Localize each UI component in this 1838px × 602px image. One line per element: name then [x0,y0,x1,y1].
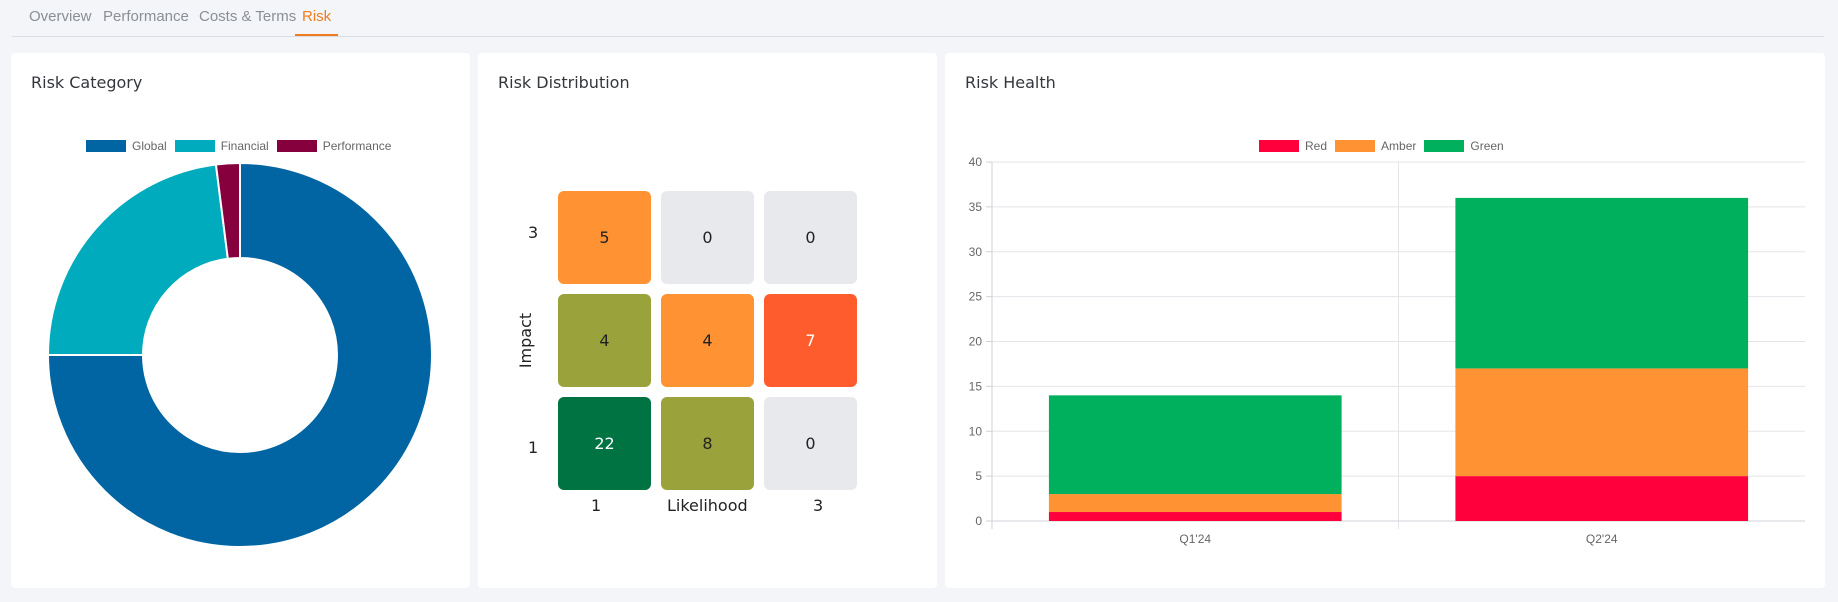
risk-matrix-cell[interactable]: 8 [661,397,754,490]
donut-slice-performance[interactable] [214,161,241,260]
legend-label: Red [1305,139,1328,153]
risk-matrix-cell[interactable]: 4 [661,294,754,387]
bar-green[interactable] [1048,395,1342,495]
tab-costs-terms[interactable]: Costs & Terms [199,8,297,25]
legend-item-financial[interactable]: Financial [174,139,269,153]
legend-swatch [174,140,215,152]
risk-matrix-cell[interactable]: 0 [764,191,857,284]
legend-item-green[interactable]: Green [1424,139,1504,153]
risk-distribution-card: Risk Distribution 3 Impact 1 1 Likelihoo… [478,53,937,588]
risk-matrix-cell[interactable]: 0 [661,191,754,284]
bar-amber[interactable] [1048,494,1342,513]
tab-risk[interactable]: Risk [295,0,339,36]
y-tick-label: 40 [969,155,983,169]
tab-bar: Overview Performance Costs & Terms Risk [12,0,1824,37]
risk-health-legend: Red Amber Green [1259,139,1512,153]
bar-green[interactable] [1455,197,1749,369]
risk-matrix-cell[interactable]: 4 [558,294,651,387]
bar-red[interactable] [1455,476,1749,521]
bar-red[interactable] [1048,512,1342,521]
risk-category-card: Risk Category Global Financial Performan… [11,53,470,588]
risk-category-donut-chart [46,161,433,548]
donut-slice-financial[interactable] [46,163,229,356]
tab-overview[interactable]: Overview [29,8,92,25]
legend-label: Amber [1381,139,1417,153]
legend-swatch [86,140,126,152]
legend-label: Global [132,139,167,153]
risk-distribution-title: Risk Distribution [498,73,630,92]
legend-item-red[interactable]: Red [1259,139,1327,153]
legend-item-amber[interactable]: Amber [1335,139,1416,153]
y-tick-label: 5 [975,469,982,483]
risk-matrix-cell[interactable]: 0 [764,397,857,490]
y-tick-label: 25 [969,290,983,304]
legend-item-global[interactable]: Global [86,139,167,153]
likelihood-tick-3: 3 [813,496,824,515]
impact-tick-1: 1 [528,438,539,457]
risk-category-legend: Global Financial Performance [86,139,399,153]
y-tick-label: 10 [969,424,983,438]
risk-health-title: Risk Health [965,73,1056,92]
likelihood-tick-1: 1 [591,496,602,515]
likelihood-axis-label: Likelihood [667,496,748,515]
y-tick-label: 35 [969,200,983,214]
legend-swatch [1335,140,1376,152]
legend-label: Performance [322,139,392,153]
legend-swatch [276,140,317,152]
impact-tick-3: 3 [528,223,539,242]
bar-amber[interactable] [1455,368,1749,477]
risk-matrix-cell[interactable]: 5 [558,191,651,284]
y-tick-label: 30 [969,245,983,259]
legend-swatch [1424,140,1465,152]
x-tick-label: Q1'24 [1179,532,1211,546]
legend-label: Financial [220,139,269,153]
y-tick-label: 15 [969,379,983,393]
risk-matrix-cell[interactable]: 7 [764,294,857,387]
legend-item-performance[interactable]: Performance [276,139,392,153]
y-tick-label: 0 [975,514,982,528]
y-tick-label: 20 [969,335,983,349]
tab-performance[interactable]: Performance [103,8,189,25]
legend-swatch [1259,140,1299,152]
x-tick-label: Q2'24 [1586,532,1618,546]
risk-health-bar-chart: 0 5 10 15 20 25 30 35 40 Q1'24 Q2'24 [969,155,1805,546]
risk-category-title: Risk Category [31,73,143,92]
risk-matrix-cell[interactable]: 22 [558,397,651,490]
impact-axis-label: Impact [516,312,536,369]
legend-label: Green [1470,139,1504,153]
donut-slice-global[interactable] [46,161,433,548]
risk-health-card: Risk Health Red Amber Green 0 5 10 15 20 25 30… [945,53,1825,588]
